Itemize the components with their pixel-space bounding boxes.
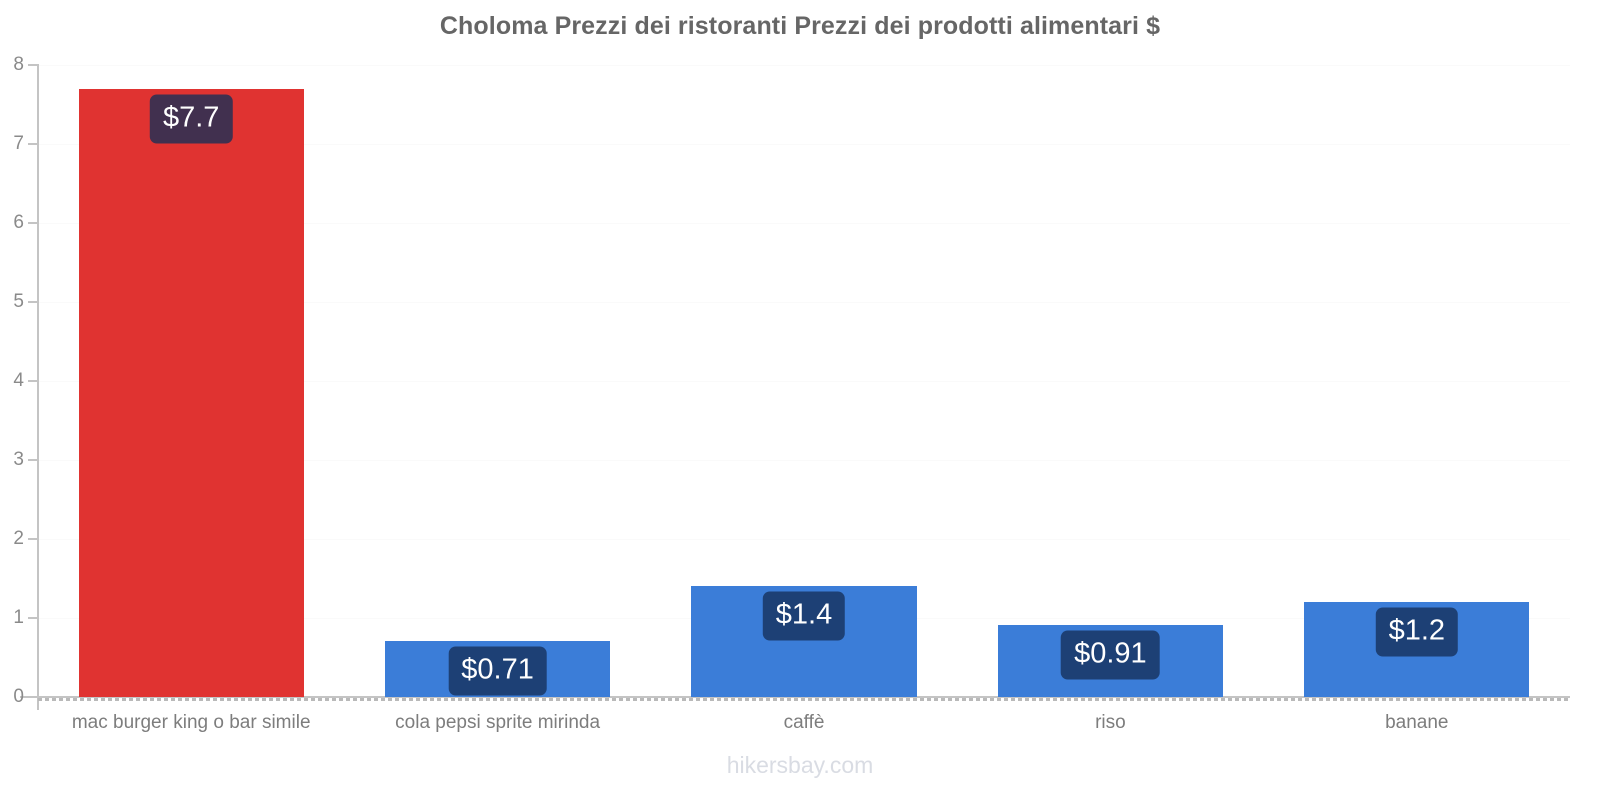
x-axis-category-label: mac burger king o bar simile [71, 712, 311, 733]
bar-value-label: $0.71 [448, 646, 547, 696]
bar-value-label: $1.4 [762, 591, 846, 641]
y-axis-tick-label: 8 [13, 54, 24, 75]
y-axis-tick-mark [28, 380, 37, 382]
gridline [38, 460, 1570, 461]
bar-value-label: $7.7 [149, 94, 233, 144]
y-axis-line [37, 64, 39, 710]
gridline [38, 381, 1570, 382]
bar-value-label: $0.91 [1061, 630, 1160, 680]
x-axis-line [20, 696, 1570, 698]
y-axis-tick-mark [28, 143, 37, 145]
y-axis-tick-label: 4 [13, 370, 24, 391]
bar[interactable] [78, 88, 304, 697]
x-axis-category-label: riso [1095, 712, 1126, 733]
y-axis-tick-label: 2 [13, 528, 24, 549]
gridline [38, 223, 1570, 224]
chart-title: Choloma Prezzi dei ristoranti Prezzi dei… [439, 12, 1161, 40]
watermark: hikersbay.com [726, 752, 874, 778]
y-axis-tick-label: 3 [13, 449, 24, 470]
y-axis-tick-label: 1 [13, 607, 24, 628]
x-axis-category-label: banane [1385, 712, 1449, 733]
gridline [38, 539, 1570, 540]
gridline [38, 302, 1570, 303]
x-axis-category-label: cola pepsi sprite mirinda [395, 712, 601, 733]
y-axis-tick-label: 7 [13, 133, 24, 154]
y-axis-tick-label: 6 [13, 212, 24, 233]
y-axis-tick-mark [28, 696, 37, 698]
x-axis-baseline-dotted [38, 698, 1570, 701]
y-axis-tick-mark [28, 222, 37, 224]
bar-value-label: $1.2 [1375, 607, 1459, 657]
y-axis-tick-mark [28, 301, 37, 303]
gridline [38, 65, 1570, 66]
y-axis-tick-label: 5 [13, 291, 24, 312]
y-axis-tick-mark [28, 538, 37, 540]
y-axis-tick-label: 0 [13, 686, 24, 707]
gridline [38, 144, 1570, 145]
y-axis-tick-mark [28, 64, 37, 66]
y-axis-tick-mark [28, 617, 37, 619]
x-axis-category-label: caffè [783, 712, 825, 733]
y-axis-tick-mark [28, 459, 37, 461]
